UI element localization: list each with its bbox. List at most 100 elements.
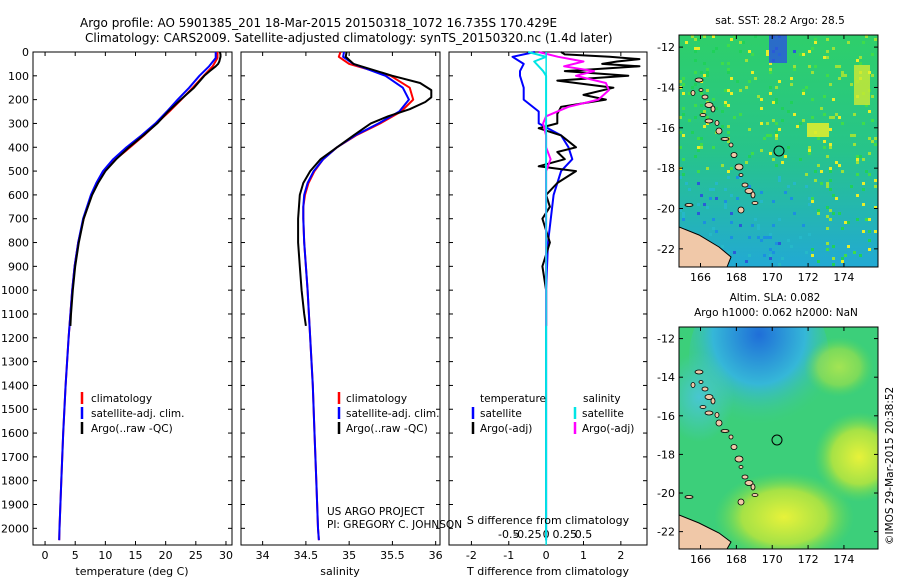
sst-pixel: [874, 230, 877, 233]
sst-pixel: [862, 122, 865, 125]
sst-pixel: [802, 224, 805, 227]
sst-pixel: [766, 122, 769, 125]
sst-pixel: [775, 122, 778, 125]
island: [728, 434, 734, 440]
legend-title-temperature: temperature: [480, 393, 546, 405]
sst-pixel: [841, 74, 844, 77]
sst-pixel: [697, 38, 700, 41]
sst-pixel: [769, 257, 772, 260]
sst-pixel: [859, 155, 862, 158]
island: [734, 163, 744, 171]
island: [698, 380, 704, 384]
sst-pixel: [847, 221, 850, 224]
sst-pixel: [784, 191, 787, 194]
sst-pixel: [724, 101, 727, 104]
sst-pixel: [808, 203, 811, 206]
sst-pixel: [793, 212, 796, 215]
island: [701, 94, 709, 100]
lat-tick-label: -12: [657, 41, 675, 54]
sst-pixel: [712, 227, 715, 230]
sst-pixel: [781, 107, 784, 110]
sst-pixel: [799, 122, 802, 125]
sst-pixel: [856, 59, 859, 62]
header-line1: Argo profile: AO 5901385_201 18-Mar-2015…: [80, 16, 557, 30]
argo-position-marker: [773, 145, 785, 157]
series-line-climatology: [302, 51, 415, 541]
project-label: US ARGO PROJECT: [327, 506, 425, 518]
sst-pixel: [706, 122, 709, 125]
sst-pixel: [868, 110, 871, 113]
sst-pixel: [763, 137, 766, 140]
sst-pixel: [700, 92, 703, 95]
series-line-climatology: [58, 52, 219, 541]
sst-pixel: [682, 77, 685, 80]
island: [728, 142, 734, 148]
sla-map-area: [679, 327, 878, 549]
sst-pixel: [721, 164, 724, 167]
sst-pixel: [703, 110, 706, 113]
sst-pixel: [706, 74, 709, 77]
sst-pixel: [790, 83, 793, 86]
sst-pixel: [856, 155, 859, 158]
sst-pixel: [775, 164, 778, 167]
sst-pixel: [775, 242, 778, 245]
sst-pixel: [832, 98, 835, 101]
sst-pixel: [739, 89, 742, 92]
sst-pixel: [853, 134, 856, 137]
sst-pixel: [832, 194, 835, 197]
island: [704, 394, 714, 400]
sst-pixel: [697, 47, 700, 50]
y-tick-label: 1800: [1, 475, 29, 488]
y-tick-label: 1700: [1, 451, 29, 464]
sst-pixel: [760, 200, 763, 203]
sst-pixel: [757, 236, 760, 239]
sst-pixel: [862, 230, 865, 233]
series-line-satellite-adj-clim-: [302, 51, 410, 541]
sst-pixel: [814, 65, 817, 68]
sst-pixel: [730, 77, 733, 80]
sst-pixel: [811, 47, 814, 50]
sst-pixel: [745, 161, 748, 164]
sst-pixel: [790, 101, 793, 104]
sst-pixel: [757, 227, 760, 230]
island: [730, 444, 738, 450]
salinity-series: [297, 51, 433, 541]
sst-pixel: [808, 152, 811, 155]
sst-pixel: [832, 47, 835, 50]
sst-pixel: [763, 254, 766, 257]
sst-pixel: [748, 128, 751, 131]
x-tick-label: 0: [42, 549, 49, 562]
sst-lon-axis: 166 168 170 172 174: [690, 35, 854, 284]
island: [737, 498, 745, 506]
legend-label-argo: Argo(..raw -QC): [346, 423, 428, 435]
sst-pixel: [748, 254, 751, 257]
y-tick-label: 700: [8, 213, 29, 226]
sst-pixel: [817, 164, 820, 167]
island: [715, 419, 723, 427]
sst-pixel: [868, 239, 871, 242]
sst-pixel: [697, 149, 700, 152]
sst-pixel: [703, 35, 706, 38]
sst-pixel: [844, 254, 847, 257]
sst-pixel: [769, 62, 772, 65]
sst-pixel: [739, 224, 742, 227]
y-tick-label: 1000: [1, 284, 29, 297]
sst-pixel: [694, 104, 697, 107]
y-tick-label: 1400: [1, 379, 29, 392]
island: [720, 137, 730, 141]
sst-pixel: [868, 218, 871, 221]
sst-pixel: [838, 164, 841, 167]
salinity-legend: climatology satellite-adj. clim. Argo(..…: [337, 392, 439, 435]
sst-pixel: [823, 140, 826, 143]
x-tick-label: 1: [580, 549, 587, 562]
sst-pixel: [769, 134, 772, 137]
lon-tick-label: 166: [690, 271, 711, 284]
sst-pixel: [772, 224, 775, 227]
legend-label-argo: Argo(..raw -QC): [91, 423, 173, 435]
sst-pixel: [706, 71, 709, 74]
series-line-temperature-satellite: [511, 51, 574, 541]
series-line-salinity-argo-adj-: [538, 51, 610, 326]
sst-pixel: [826, 50, 829, 53]
sst-pixel: [709, 197, 712, 200]
y-tick-label: 400: [8, 141, 29, 154]
